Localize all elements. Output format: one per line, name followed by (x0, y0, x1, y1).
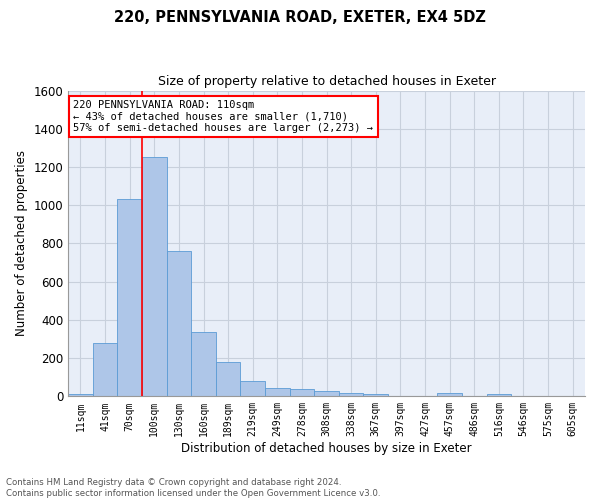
Bar (142, 158, 167, 396)
Y-axis label: Number of detached properties: Number of detached properties (15, 150, 28, 336)
X-axis label: Distribution of detached houses by size in Exeter: Distribution of detached houses by size … (181, 442, 472, 455)
Bar (241, 381, 265, 396)
Bar (290, 389, 314, 396)
Bar (487, 394, 511, 396)
Bar (118, 198, 142, 396)
Text: 220 PENNSYLVANIA ROAD: 110sqm
← 43% of detached houses are smaller (1,710)
57% o: 220 PENNSYLVANIA ROAD: 110sqm ← 43% of d… (73, 100, 373, 133)
Bar (265, 388, 290, 396)
Text: Contains HM Land Registry data © Crown copyright and database right 2024.
Contai: Contains HM Land Registry data © Crown c… (6, 478, 380, 498)
Bar (339, 392, 364, 396)
Bar (314, 391, 339, 396)
Bar (216, 362, 241, 396)
Bar (191, 332, 216, 396)
Title: Size of property relative to detached houses in Exeter: Size of property relative to detached ho… (158, 75, 496, 88)
Bar (167, 251, 191, 396)
Bar (93, 343, 118, 396)
Bar (437, 394, 462, 396)
Text: 220, PENNSYLVANIA ROAD, EXETER, EX4 5DZ: 220, PENNSYLVANIA ROAD, EXETER, EX4 5DZ (114, 10, 486, 25)
Bar (364, 394, 388, 396)
Bar (68, 394, 93, 396)
